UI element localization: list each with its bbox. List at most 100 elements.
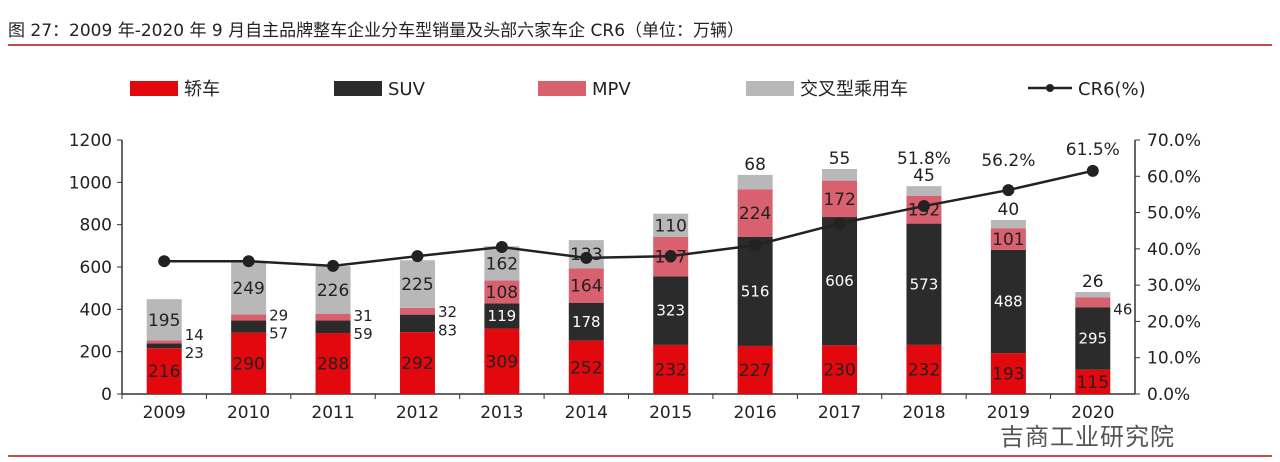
x-tick-label: 2015 [649,403,692,423]
bar-segment [484,328,520,394]
bar-segment [737,236,773,346]
y2-tick-label: 40.0% [1147,240,1201,260]
bar-segment [990,249,1026,354]
cr6-point [917,200,930,213]
y-tick-label: 200 [80,343,112,363]
bar-segment [231,314,267,321]
y-tick-label: 0 [101,385,112,405]
bar-segment [568,302,604,341]
bar-segment [399,314,435,333]
cr6-point [327,259,340,272]
bar-segment [990,353,1026,394]
watermark: 吉商工业研究院 [1000,423,1175,451]
bar-segment [399,332,435,394]
data-label: 101 [992,230,1024,250]
bar-segment [737,345,773,394]
bar-segment [231,332,267,394]
data-label: 295 [1078,329,1107,347]
data-label: 227 [739,361,771,381]
bar-segment [231,320,267,333]
y2-tick-label: 60.0% [1147,167,1201,187]
cr6-point [833,217,846,230]
data-label: 323 [656,302,685,320]
bar-segment [315,320,351,334]
bar-segment [231,261,267,315]
data-label: 195 [148,311,180,331]
bar-segment [399,260,435,308]
bar-segment [399,307,435,315]
bar-segment [906,344,942,394]
cr6-point [664,250,677,263]
data-label: 110 [654,216,686,236]
bar-segment [146,343,182,349]
data-label: 14 [185,326,204,344]
y2-tick-label: 0.0% [1147,385,1190,405]
bar-segment [990,220,1026,229]
legend-swatch [746,81,794,96]
bar-segment [653,344,689,394]
bar-segment [653,276,689,345]
bar-segment [315,313,351,321]
cr6-point [242,255,255,268]
data-label: 55 [829,149,851,169]
bar-segment [484,280,520,304]
y2-tick-label: 50.0% [1147,204,1201,224]
data-label: 119 [488,307,517,325]
data-label: 288 [317,355,349,375]
y-tick-label: 1000 [69,173,112,193]
data-label: 26 [1082,272,1104,292]
data-label: 516 [741,282,770,300]
data-label: 23 [185,344,204,362]
cr6-label: 61.5% [1066,140,1120,160]
data-label: 164 [570,277,602,297]
bar-segment [822,180,858,218]
data-label: 108 [486,283,518,303]
data-label: 40 [998,200,1020,220]
cr6-label: 51.8% [897,149,951,169]
bar-segment [1075,369,1111,394]
bar-segment [146,340,182,344]
cr6-line [164,169,1094,268]
cr6-point [158,255,171,268]
data-label: 249 [232,279,264,299]
bar-segment [737,174,773,190]
data-label: 309 [486,352,518,372]
data-label: 232 [654,360,686,380]
data-label: 292 [401,354,433,374]
legend-swatch [334,81,382,96]
legend-label: CR6(%) [1078,79,1146,100]
x-tick-label: 2017 [818,403,861,423]
y2-tick-label: 30.0% [1147,276,1201,296]
cr6-point [749,239,762,252]
data-label: 216 [148,362,180,382]
cr6-point [1002,184,1015,197]
data-label: 232 [908,360,940,380]
y2-tick-label: 10.0% [1147,349,1201,369]
x-tick-label: 2019 [987,403,1030,423]
data-label: 230 [823,361,855,381]
y-tick-label: 600 [80,258,112,278]
bar-segment [653,213,689,237]
y-tick-label: 400 [80,300,112,320]
x-tick-label: 2012 [396,403,439,423]
data-label: 606 [825,272,854,290]
top-divider [8,44,1272,46]
x-tick-label: 2014 [565,403,608,423]
y-tick-label: 1200 [69,131,112,151]
data-label: 193 [992,365,1024,385]
cr6-point [495,241,508,254]
bar-segment [146,299,182,341]
bar-segment [568,340,604,394]
bar-segment [1075,291,1111,298]
bar-segment [315,333,351,394]
x-tick-label: 2018 [902,403,945,423]
y-tick-label: 800 [80,216,112,236]
bar-segment [1075,297,1111,308]
legend-label: SUV [388,79,426,100]
cr6-point [1086,164,1099,177]
bar-segment [822,345,858,394]
data-label: 225 [401,275,433,295]
data-label: 573 [910,275,939,293]
